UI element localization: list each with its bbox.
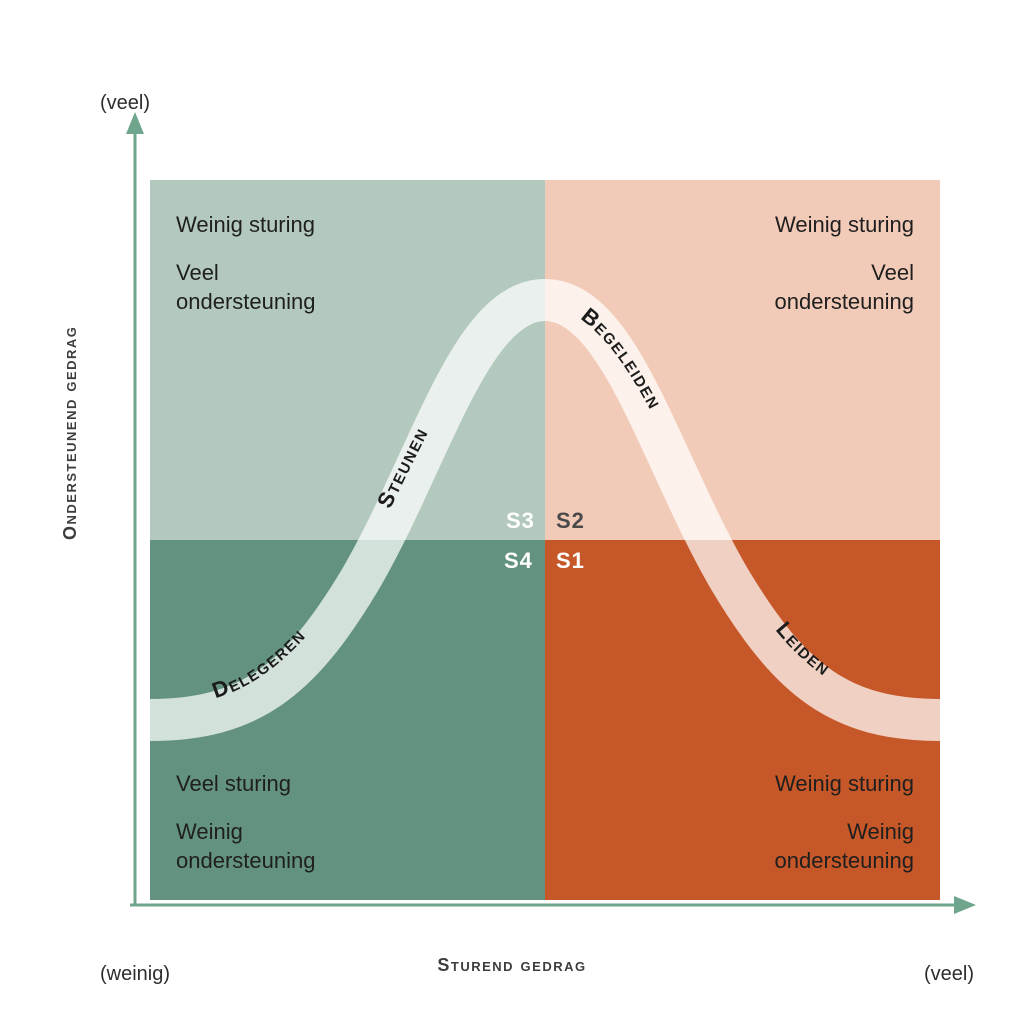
quadrant-text-bl: Weinig sturing Weinig ondersteuning [775,769,914,876]
text-line: ondersteuning [775,846,914,876]
code-s3: S3 [506,508,535,534]
text-line: ondersteuning [176,846,315,876]
text-line: Veel [176,258,315,288]
x-axis-arrow-icon [954,896,976,914]
quadrant-text-tl: Weinig sturing Veel ondersteuning [176,210,315,317]
text-line: Weinig sturing [176,210,315,240]
code-s4: S4 [504,548,533,574]
text-line: Weinig [176,817,315,847]
text-line: Weinig [775,817,914,847]
code-s2: S2 [556,508,585,534]
y-axis-max-label: (veel) [100,92,150,115]
text-line: Veel [775,258,914,288]
x-axis-min-label: (weinig) [100,963,170,986]
quadrant-grid: Weinig sturing Veel ondersteuning Weinig… [150,180,940,900]
situational-leadership-diagram: Weinig sturing Veel ondersteuning Weinig… [0,0,1024,1024]
text-line: Weinig sturing [775,210,914,240]
y-axis-label: Ondersteunend gedrag [60,326,81,540]
text-line: ondersteuning [176,287,315,317]
quadrant-text-br: Veel sturing Weinig ondersteuning [176,769,315,876]
code-s1: S1 [556,548,585,574]
y-axis-arrow-icon [126,112,144,134]
text-line: Weinig sturing [775,769,914,799]
text-line: Veel sturing [176,769,315,799]
quadrant-text-tr: Weinig sturing Veel ondersteuning [775,210,914,317]
x-axis-max-label: (veel) [924,963,974,986]
text-line: ondersteuning [775,287,914,317]
